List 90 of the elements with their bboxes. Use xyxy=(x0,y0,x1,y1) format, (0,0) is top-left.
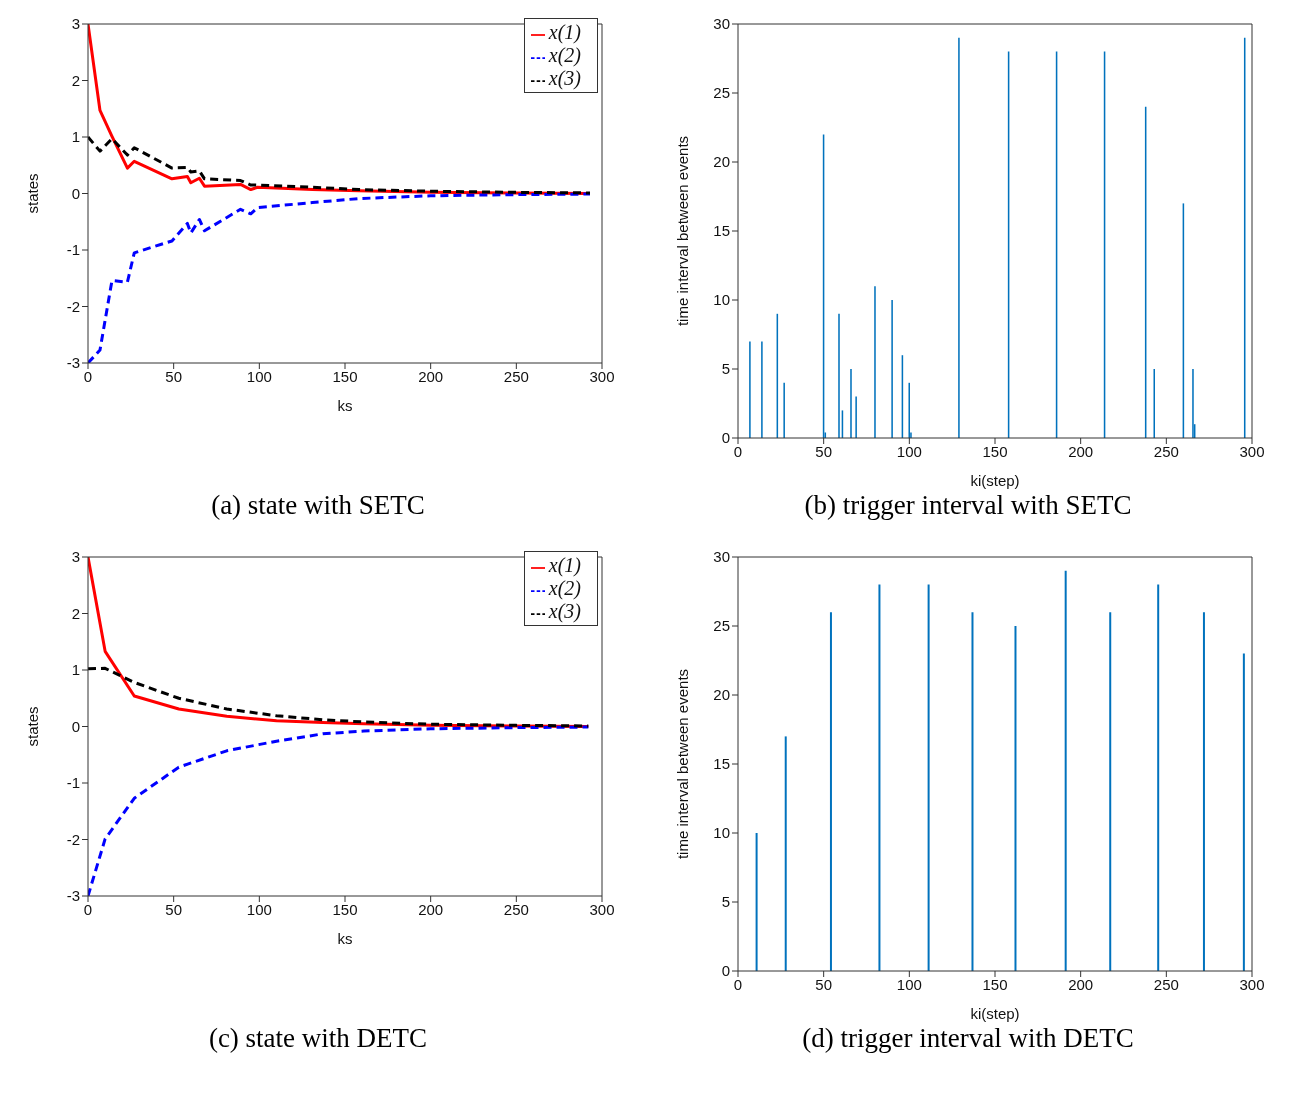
legend-label: x(2) xyxy=(548,577,581,599)
y-axis-title: time interval between events xyxy=(674,135,692,327)
x-tick-label: 0 xyxy=(83,367,93,385)
bar xyxy=(1109,612,1112,971)
x-tick-label: 200 xyxy=(418,367,444,385)
y-tick-label: 5 xyxy=(721,360,730,378)
y-tick-label: 30 xyxy=(713,15,730,33)
bar xyxy=(755,833,758,971)
line-series xyxy=(88,666,590,728)
legend-label: x(3) xyxy=(548,67,581,89)
y-tick-label: 1 xyxy=(71,128,80,146)
x-tick-label: 100 xyxy=(246,367,272,385)
y-tick-label: 0 xyxy=(721,962,730,980)
line-series xyxy=(88,135,592,195)
legend-label: x(1) xyxy=(548,554,581,576)
y-tick-label: 20 xyxy=(713,686,730,704)
y-axis-title: states xyxy=(24,173,42,214)
y-axis-title: states xyxy=(24,706,42,747)
bar xyxy=(1014,626,1017,971)
y-tick-label: 30 xyxy=(713,548,730,566)
y-tick-label: 10 xyxy=(713,291,730,309)
x-tick-label: 100 xyxy=(896,442,922,460)
x-tick-label: 100 xyxy=(896,975,922,993)
x-tick-label: 300 xyxy=(589,900,615,918)
x-tick-label: 0 xyxy=(733,442,743,460)
y-tick-label: -2 xyxy=(66,297,80,315)
text: (c) state with DETC xyxy=(207,1023,429,1054)
x-tick-label: 50 xyxy=(165,900,183,918)
x-tick-label: 300 xyxy=(1239,975,1265,993)
bar xyxy=(878,584,881,971)
x-tick-label: 50 xyxy=(165,367,183,385)
x-axis-title: ki(step) xyxy=(970,472,1020,489)
y-tick-label: 3 xyxy=(71,548,80,566)
y-tick-label: 20 xyxy=(713,153,730,171)
y-tick-label: -1 xyxy=(66,241,80,259)
x-tick-label: 50 xyxy=(815,442,833,460)
y-tick-label: 0 xyxy=(71,184,80,202)
x-tick-label: 200 xyxy=(418,900,444,918)
y-tick-label: -3 xyxy=(66,354,80,372)
x-tick-label: 250 xyxy=(1153,975,1179,993)
x-axis-title: ki(step) xyxy=(970,1005,1020,1022)
x-tick-label: 200 xyxy=(1068,975,1094,993)
x-tick-label: 150 xyxy=(982,975,1008,993)
y-tick-label: 25 xyxy=(713,617,730,635)
y-axis-title: time interval between events xyxy=(674,668,692,860)
y-tick-label: 10 xyxy=(713,824,730,842)
y-tick-label: 2 xyxy=(71,604,80,622)
x-tick-label: 300 xyxy=(589,367,615,385)
y-tick-label: 0 xyxy=(721,429,730,447)
text: (a) state with SETC xyxy=(210,490,426,521)
x-tick-label: 50 xyxy=(815,975,833,993)
line-series xyxy=(88,192,592,363)
x-tick-label: 250 xyxy=(1153,442,1179,460)
x-tick-label: 100 xyxy=(246,900,272,918)
legend-label: x(1) xyxy=(548,21,581,43)
y-tick-label: 0 xyxy=(71,717,80,735)
x-tick-label: 0 xyxy=(83,900,93,918)
y-tick-label: 15 xyxy=(713,755,730,773)
x-tick-label: 150 xyxy=(982,442,1008,460)
x-axis-title: ks xyxy=(337,397,353,414)
legend-label: x(2) xyxy=(548,44,581,66)
y-tick-label: 2 xyxy=(71,71,80,89)
text: (b) trigger interval with SETC xyxy=(803,490,1133,521)
bar xyxy=(1157,584,1160,971)
x-tick-label: 150 xyxy=(332,367,358,385)
x-tick-label: 200 xyxy=(1068,442,1094,460)
x-tick-label: 300 xyxy=(1239,442,1265,460)
x-tick-label: 0 xyxy=(733,975,743,993)
bar xyxy=(971,612,974,971)
y-tick-label: -3 xyxy=(66,887,80,905)
bar xyxy=(829,612,832,971)
bar xyxy=(1064,570,1067,971)
text: (d) trigger interval with DETC xyxy=(801,1023,1135,1054)
y-tick-label: 5 xyxy=(721,893,730,911)
y-tick-label: 3 xyxy=(71,15,80,33)
y-tick-label: 1 xyxy=(71,661,80,679)
y-tick-label: 25 xyxy=(713,84,730,102)
x-axis-title: ks xyxy=(337,930,353,947)
line-series xyxy=(88,725,590,896)
bar xyxy=(1242,653,1245,971)
x-tick-label: 150 xyxy=(332,900,358,918)
y-tick-label: -2 xyxy=(66,830,80,848)
legend-label: x(3) xyxy=(548,600,581,622)
x-tick-label: 250 xyxy=(503,367,529,385)
bar xyxy=(1202,612,1205,971)
bar xyxy=(927,584,930,971)
y-tick-label: 15 xyxy=(713,222,730,240)
bar xyxy=(784,736,787,971)
x-tick-label: 250 xyxy=(503,900,529,918)
y-tick-label: -1 xyxy=(66,774,80,792)
